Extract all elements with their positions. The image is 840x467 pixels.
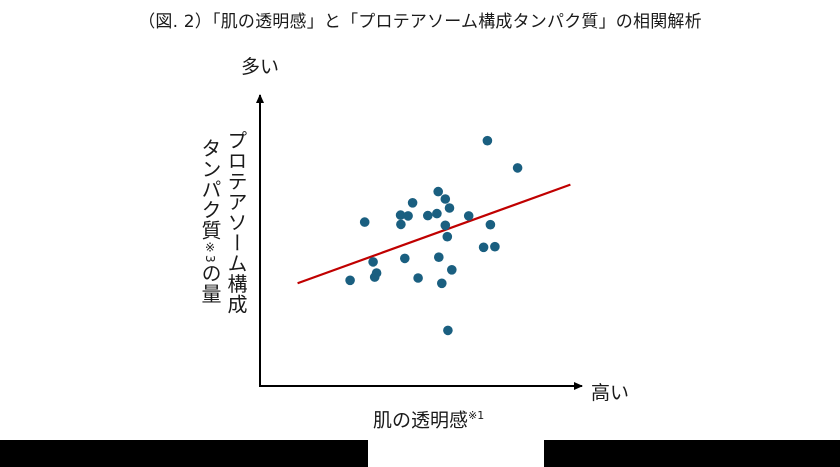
data-point: [413, 273, 423, 283]
y-axis-footnote-mark: ※3: [203, 240, 217, 264]
data-point: [440, 194, 451, 204]
y-axis-label-line1: プロテアソーム構成: [224, 130, 248, 315]
data-point: [490, 241, 500, 252]
data-point: [400, 253, 410, 264]
y-axis-label-line2: タンパク質※3の量: [198, 130, 222, 320]
data-point: [442, 231, 453, 242]
data-point: [433, 186, 444, 197]
trend-line: [297, 183, 571, 285]
data-point: [345, 275, 355, 286]
data-point: [403, 211, 413, 221]
chart-title: （図. 2）「肌の透明感」と「プロテアソーム構成タンパク質」の相関解析: [138, 12, 702, 32]
redaction-bar-left: [0, 440, 368, 467]
data-point: [444, 203, 455, 213]
data-point: [478, 242, 489, 253]
x-axis-label-text: 肌の透明感: [373, 409, 469, 432]
data-point: [485, 219, 496, 230]
data-point: [369, 272, 380, 282]
data-point: [443, 325, 453, 336]
data-point: [395, 210, 406, 220]
data-points: [345, 135, 523, 336]
data-point: [368, 257, 378, 267]
data-point: [359, 217, 370, 227]
x-axis-footnote-mark: ※1: [468, 409, 485, 422]
data-point: [396, 219, 406, 230]
data-point: [407, 198, 418, 208]
data-point: [482, 135, 493, 146]
data-point: [432, 208, 442, 219]
x-axis-end-label: 高い: [591, 382, 630, 404]
y-axis-label-part-a: タンパク質: [198, 138, 222, 241]
y-axis-label: プロテアソーム構成 タンパク質※3の量: [196, 130, 248, 320]
data-point: [463, 211, 474, 221]
data-point: [423, 210, 433, 221]
x-axis-label: 肌の透明感※1: [373, 403, 484, 433]
y-axis-label-part-b: の量: [198, 263, 222, 305]
y-axis-end-label: 多い: [241, 56, 280, 78]
data-point: [434, 252, 444, 262]
data-point: [512, 163, 523, 173]
redaction-bar-right: [544, 440, 840, 467]
data-point: [437, 278, 447, 289]
data-point: [447, 265, 457, 275]
data-point: [440, 220, 451, 231]
